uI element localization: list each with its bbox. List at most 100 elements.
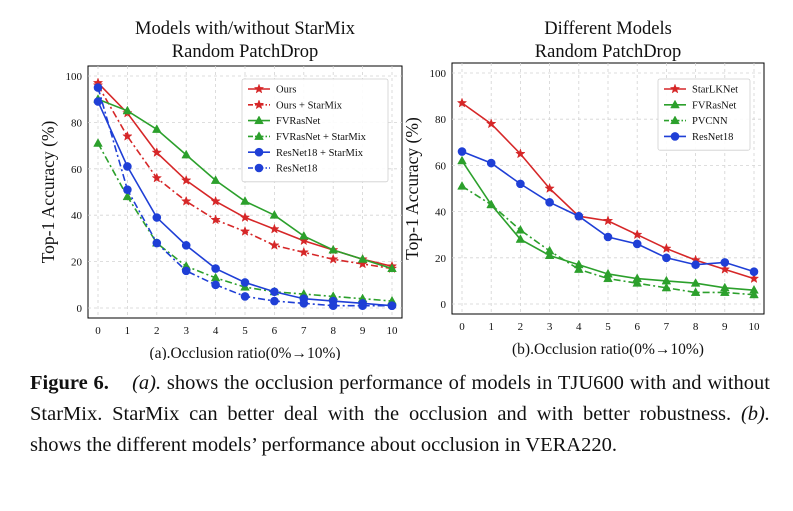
series-pvcnn: [457, 181, 759, 299]
data-point: [123, 185, 132, 194]
x-tick-label: 6: [272, 325, 278, 337]
x-tick-label: 5: [242, 325, 248, 337]
x-tick-label: 4: [576, 321, 582, 333]
y-tick-label: 60: [435, 160, 447, 172]
data-point: [270, 296, 279, 306]
data-point: [544, 250, 555, 259]
data-point: [486, 158, 496, 168]
data-point: [239, 225, 251, 236]
x-tick-label: 8: [330, 325, 336, 337]
x-tick-label: 4: [213, 325, 219, 337]
x-tick-label: 8: [693, 321, 699, 333]
y-tick-label: 40: [71, 210, 83, 222]
series-resnet18: [457, 147, 759, 276]
legend-swatch-marker: [670, 115, 680, 125]
caption-part-b: (b).: [740, 403, 770, 425]
data-point: [93, 97, 103, 106]
data-point: [631, 229, 643, 240]
data-point: [211, 280, 220, 290]
legend-box: [241, 78, 389, 183]
y-tick-label: 20: [71, 257, 83, 269]
caption-part-a: (a).: [132, 372, 162, 394]
x-tick-label: 2: [518, 321, 524, 333]
series-line: [461, 185, 755, 296]
legend-swatch-marker: [254, 131, 264, 140]
x-tick-label: 9: [360, 325, 366, 337]
data-point: [269, 223, 280, 234]
x-tick-label: 0: [459, 321, 465, 333]
y-tick-label: 80: [435, 114, 447, 126]
data-point: [486, 199, 496, 209]
data-point: [240, 196, 250, 205]
data-point: [211, 264, 220, 273]
y-tick-label: 0: [77, 303, 83, 315]
data-point: [180, 174, 192, 185]
x-tick-label: 6: [634, 321, 640, 333]
data-point: [661, 243, 672, 254]
data-point: [181, 241, 191, 250]
data-point: [299, 230, 309, 240]
data-point: [545, 198, 554, 207]
data-point: [515, 148, 526, 159]
data-point: [122, 105, 133, 115]
data-point: [210, 175, 221, 184]
x-tick-label: 9: [722, 321, 728, 333]
data-point: [93, 138, 103, 147]
legend-entry-label: FVRasNet: [692, 100, 736, 111]
caption-text-b: shows the different models’ performance …: [30, 434, 617, 456]
legend: StarLKNet FVRasNet PVCNN ResNet18: [657, 78, 751, 151]
y-tick-label: 100: [430, 68, 447, 80]
legend-entry-label: Ours + StarMix: [276, 100, 343, 111]
legend-entry-label: FVRasNet + StarMix: [276, 132, 367, 143]
data-point: [749, 289, 759, 299]
data-point: [210, 195, 221, 206]
data-point: [485, 118, 497, 129]
caption-label: Figure 6.: [30, 372, 109, 394]
y-axis-label: Top-1 Accuracy (%): [38, 121, 58, 264]
y-tick-label: 40: [435, 207, 447, 219]
data-point: [544, 182, 555, 193]
x-axis-label: (a).Occlusion ratio(0%→10%): [149, 345, 340, 360]
x-tick-label: 7: [664, 321, 670, 333]
data-point: [602, 215, 614, 226]
y-tick-label: 20: [435, 253, 447, 265]
x-tick-label: 3: [183, 325, 189, 337]
data-point: [690, 287, 701, 296]
figure-caption: Figure 6. (a). shows the occlusion perfo…: [30, 368, 770, 461]
y-axis-label: Top-1 Accuracy (%): [402, 117, 422, 260]
data-point: [457, 147, 467, 156]
legend-entry-label: Ours: [276, 85, 296, 96]
data-point: [632, 278, 642, 287]
data-point: [151, 147, 163, 158]
data-point: [691, 260, 700, 270]
data-point: [122, 191, 133, 201]
legend-swatch-marker: [669, 83, 681, 94]
legend-box: [657, 78, 751, 151]
data-point: [357, 254, 368, 263]
legend-entry-label: FVRasNet: [276, 116, 320, 127]
data-point: [456, 97, 468, 108]
data-point: [240, 292, 250, 301]
data-point: [328, 244, 338, 254]
legend-entry-label: ResNet18: [276, 164, 317, 175]
x-tick-label: 1: [488, 321, 494, 333]
data-point: [662, 253, 671, 263]
caption-text-a: shows the occlusion performance of model…: [30, 372, 770, 425]
x-tick-label: 7: [301, 325, 307, 337]
data-point: [387, 301, 397, 310]
y-tick-label: 60: [71, 164, 83, 176]
data-point: [358, 301, 367, 310]
data-point: [690, 278, 701, 287]
x-tick-label: 3: [547, 321, 553, 333]
data-point: [239, 212, 251, 222]
y-tick-label: 80: [71, 117, 83, 129]
data-point: [574, 264, 584, 273]
legend-entry-label: ResNet18: [692, 132, 733, 143]
chart-title-line: Random PatchDrop: [535, 42, 681, 62]
chart-title-line: Models with/without StarMix: [135, 19, 356, 39]
legend-swatch-marker: [670, 99, 680, 109]
data-point: [181, 149, 191, 159]
data-point: [720, 258, 730, 267]
